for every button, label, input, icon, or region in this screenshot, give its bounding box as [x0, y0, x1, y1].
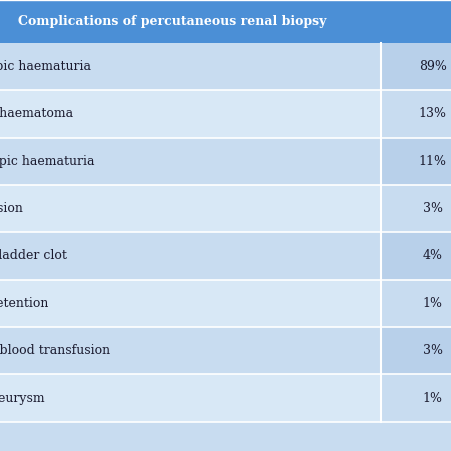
Text: Urinary retention: Urinary retention: [0, 297, 48, 310]
Text: Macroscopic haematuria: Macroscopic haematuria: [0, 155, 94, 168]
FancyBboxPatch shape: [381, 138, 451, 185]
Text: 1%: 1%: [423, 297, 442, 310]
FancyBboxPatch shape: [0, 374, 381, 422]
Text: Microscopic haematuria: Microscopic haematuria: [0, 60, 91, 73]
FancyBboxPatch shape: [381, 43, 451, 90]
Text: 89%: 89%: [419, 60, 446, 73]
FancyBboxPatch shape: [0, 232, 381, 280]
Text: 3%: 3%: [423, 202, 442, 215]
FancyBboxPatch shape: [0, 327, 381, 374]
Text: Perirenal haematoma: Perirenal haematoma: [0, 107, 73, 120]
FancyBboxPatch shape: [0, 138, 381, 185]
Text: 13%: 13%: [419, 107, 446, 120]
Text: 4%: 4%: [423, 249, 442, 262]
FancyBboxPatch shape: [381, 327, 451, 374]
FancyBboxPatch shape: [381, 374, 451, 422]
FancyBboxPatch shape: [0, 90, 381, 138]
FancyBboxPatch shape: [0, 280, 381, 327]
Text: 11%: 11%: [419, 155, 446, 168]
Text: Hypertension: Hypertension: [0, 202, 23, 215]
FancyBboxPatch shape: [381, 90, 451, 138]
Text: Complications of percutaneous renal biopsy: Complications of percutaneous renal biop…: [18, 15, 327, 28]
Text: Required blood transfusion: Required blood transfusion: [0, 344, 110, 357]
Text: Urinary bladder clot: Urinary bladder clot: [0, 249, 67, 262]
FancyBboxPatch shape: [381, 232, 451, 280]
Text: 1%: 1%: [423, 391, 442, 405]
FancyBboxPatch shape: [0, 43, 381, 90]
Text: Pseudoaneurysm: Pseudoaneurysm: [0, 391, 45, 405]
FancyBboxPatch shape: [381, 280, 451, 327]
FancyBboxPatch shape: [0, 0, 451, 43]
Text: 3%: 3%: [423, 344, 442, 357]
FancyBboxPatch shape: [0, 185, 381, 232]
FancyBboxPatch shape: [381, 185, 451, 232]
